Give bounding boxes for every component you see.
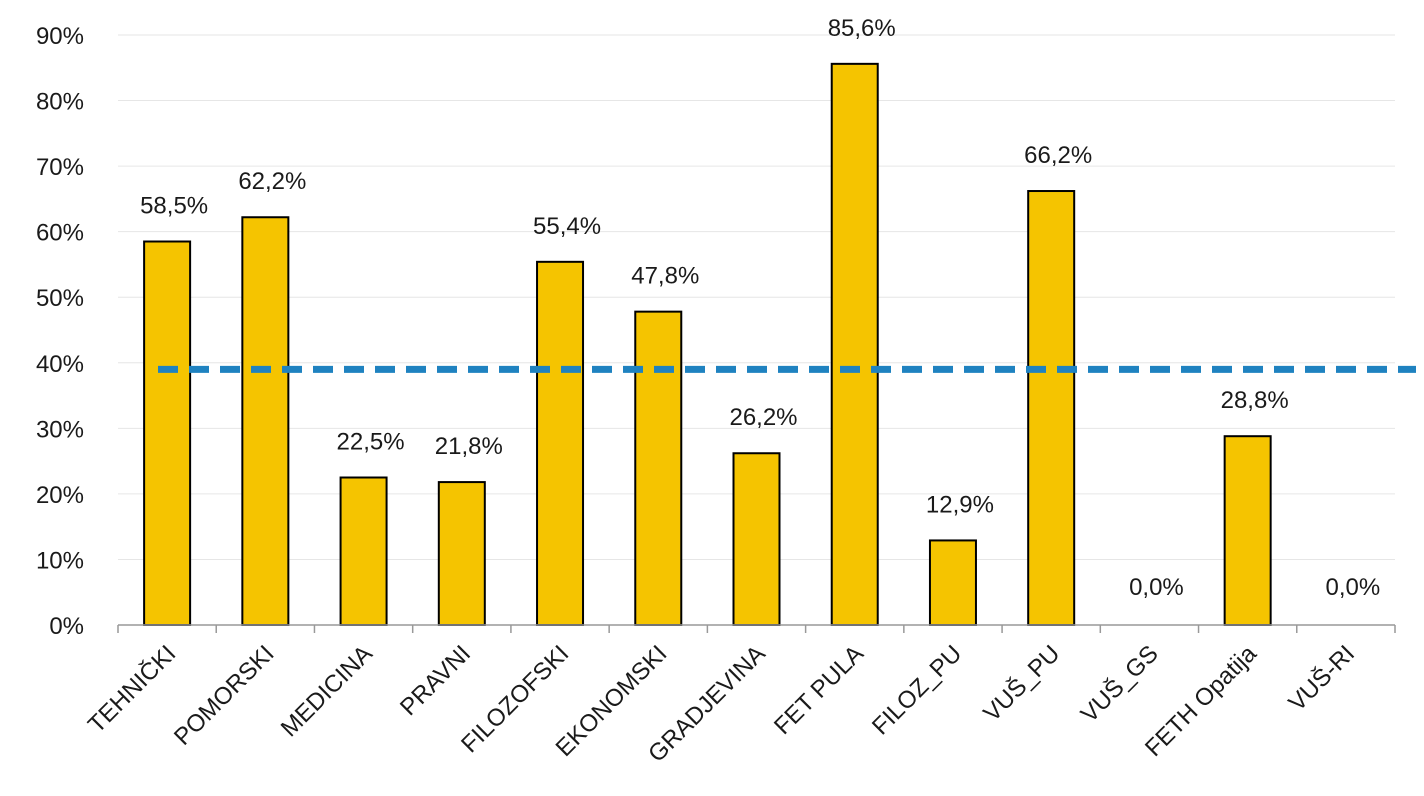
- bar: [437, 481, 486, 627]
- data-label: 22,5%: [337, 429, 405, 456]
- y-tick-label: 50%: [36, 285, 84, 312]
- data-label: 47,8%: [631, 263, 699, 290]
- bar: [339, 476, 388, 626]
- x-category-label: PRAVNI: [395, 640, 476, 721]
- x-category-label: MEDICINA: [276, 640, 378, 742]
- y-axis-tick-labels: 0% 10% 20% 30% 40% 50% 60% 70% 80% 90%: [36, 23, 84, 640]
- data-label: 0,0%: [1129, 574, 1184, 601]
- bars: [143, 62, 1272, 627]
- y-tick-label: 40%: [36, 351, 84, 378]
- data-label: 12,9%: [926, 491, 994, 518]
- bar: [241, 216, 290, 626]
- bar: [732, 452, 781, 626]
- bar: [1027, 190, 1076, 626]
- x-category-label: VUŠ_PU: [978, 639, 1066, 727]
- y-tick-label: 90%: [36, 23, 84, 50]
- x-category-label: TEHNIČKI: [82, 639, 181, 738]
- data-label: 58,5%: [140, 193, 208, 220]
- bar: [928, 539, 977, 627]
- x-category-label: VUŠ-RI: [1283, 639, 1360, 716]
- y-tick-label: 60%: [36, 220, 84, 247]
- data-label: 62,2%: [238, 168, 306, 195]
- x-category-label: FILOZ_PU: [867, 640, 967, 740]
- data-label: 85,6%: [828, 15, 896, 42]
- y-tick-label: 70%: [36, 154, 84, 181]
- x-category-label: FET PULA: [769, 640, 869, 740]
- x-category-label: POMORSKI: [169, 640, 280, 751]
- data-label: 26,2%: [729, 404, 797, 431]
- bar: [143, 240, 192, 626]
- data-label: 0,0%: [1326, 574, 1381, 601]
- bar: [1223, 435, 1272, 627]
- data-label: 66,2%: [1024, 142, 1092, 169]
- data-label: 21,8%: [435, 433, 503, 460]
- gridlines: [118, 34, 1395, 560]
- y-tick-label: 20%: [36, 482, 84, 509]
- data-label: 28,8%: [1221, 387, 1289, 414]
- data-label: 55,4%: [533, 213, 601, 240]
- bar: [634, 310, 683, 626]
- bar: [830, 62, 879, 627]
- bar: [536, 260, 585, 626]
- y-tick-label: 10%: [36, 547, 84, 574]
- y-tick-label: 30%: [36, 416, 84, 443]
- y-tick-label: 0%: [49, 613, 84, 640]
- x-axis: [117, 624, 1396, 633]
- y-tick-label: 80%: [36, 89, 84, 116]
- x-category-label: VUŠ_GS: [1075, 639, 1164, 728]
- data-labels: 58,5% 62,2% 22,5% 21,8% 55,4% 47,8% 26,2% 85,6%…: [140, 15, 1380, 601]
